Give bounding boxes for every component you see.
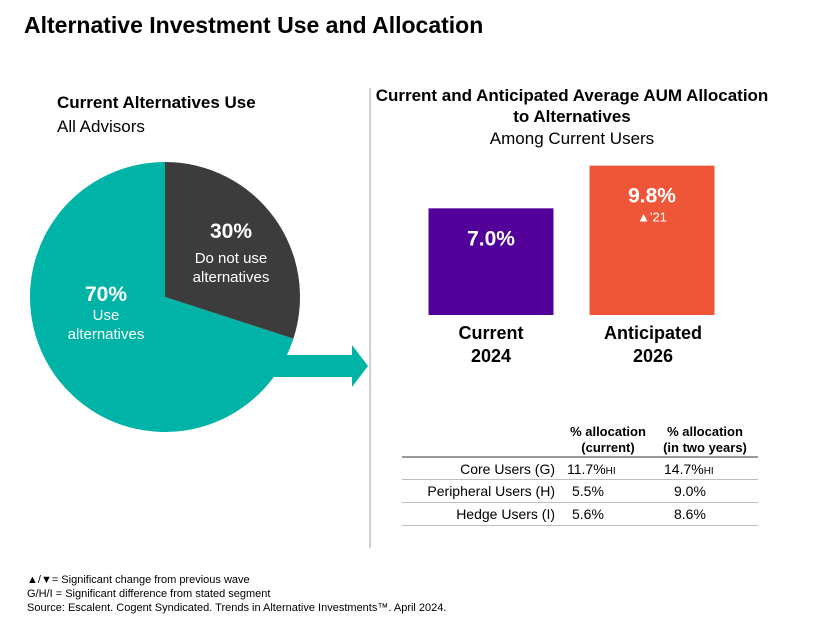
- footnote-source: Source: Escalent. Cogent Syndicated. Tre…: [27, 602, 447, 614]
- table-row: Core Users (G) 11.7%HI 14.7%HI: [402, 456, 758, 480]
- table-row: Peripheral Users (H) 5.5% 9.0%: [402, 479, 758, 502]
- sig-marker: HI: [703, 466, 714, 477]
- arrow-right-icon: [262, 345, 368, 387]
- table-row: Hedge Users (I) 5.6% 8.6%: [402, 502, 758, 526]
- pie-slice-not-use: [165, 162, 300, 339]
- bar-chart-title: Current and Anticipated Average AUM Allo…: [375, 86, 769, 126]
- bar-anticipated-2026-annotation: ▲'21: [637, 210, 667, 225]
- section-divider: [369, 88, 371, 548]
- footnote-significance: G/H/I = Significant difference from stat…: [27, 588, 271, 600]
- pie-slice-use-value: 70%: [85, 283, 127, 306]
- bar-current-2024-value: 7.0%: [467, 227, 515, 250]
- row-current-value: 5.5%: [572, 483, 604, 499]
- bar-anticipated-2026-value: 9.8%: [628, 185, 676, 208]
- pie-subtitle: All Advisors: [57, 117, 145, 136]
- bar-chart-subtitle: Among Current Users: [489, 129, 655, 148]
- category-label-current: Current 2024: [458, 323, 524, 366]
- footnote-legend: ▲/▼= Significant change from previous wa…: [27, 574, 250, 586]
- row-label: Peripheral Users (H): [427, 483, 555, 499]
- category-label-anticipated: Anticipated 2026: [603, 323, 702, 366]
- footnotes: ▲/▼= Significant change from previous wa…: [27, 573, 446, 615]
- row-future-value: 8.6%: [674, 506, 706, 522]
- table-header-current: % allocation (current): [570, 424, 646, 455]
- sig-marker: HI: [605, 466, 616, 477]
- pie-title: Current Alternatives Use: [57, 93, 256, 112]
- page-title: Alternative Investment Use and Allocatio…: [24, 12, 484, 38]
- row-label: Hedge Users (I): [456, 506, 555, 522]
- pie-slice-use-label: Use alternatives: [68, 307, 145, 343]
- pie-slice-not-use-label: Do not use alternatives: [193, 250, 270, 286]
- row-future-value: 9.0%: [674, 483, 706, 499]
- bar-anticipated-2026: [589, 165, 715, 315]
- table-header-future: % allocation (in two years): [663, 424, 747, 455]
- pie-slice-not-use-value: 30%: [210, 220, 252, 243]
- row-current-value: 5.6%: [572, 506, 604, 522]
- pie-slice-use: [29, 162, 294, 432]
- bar-current-2024: [428, 208, 554, 315]
- row-future-value: 14.7%HI: [664, 461, 714, 477]
- row-label: Core Users (G): [460, 461, 555, 477]
- row-current-value: 11.7%HI: [567, 461, 616, 477]
